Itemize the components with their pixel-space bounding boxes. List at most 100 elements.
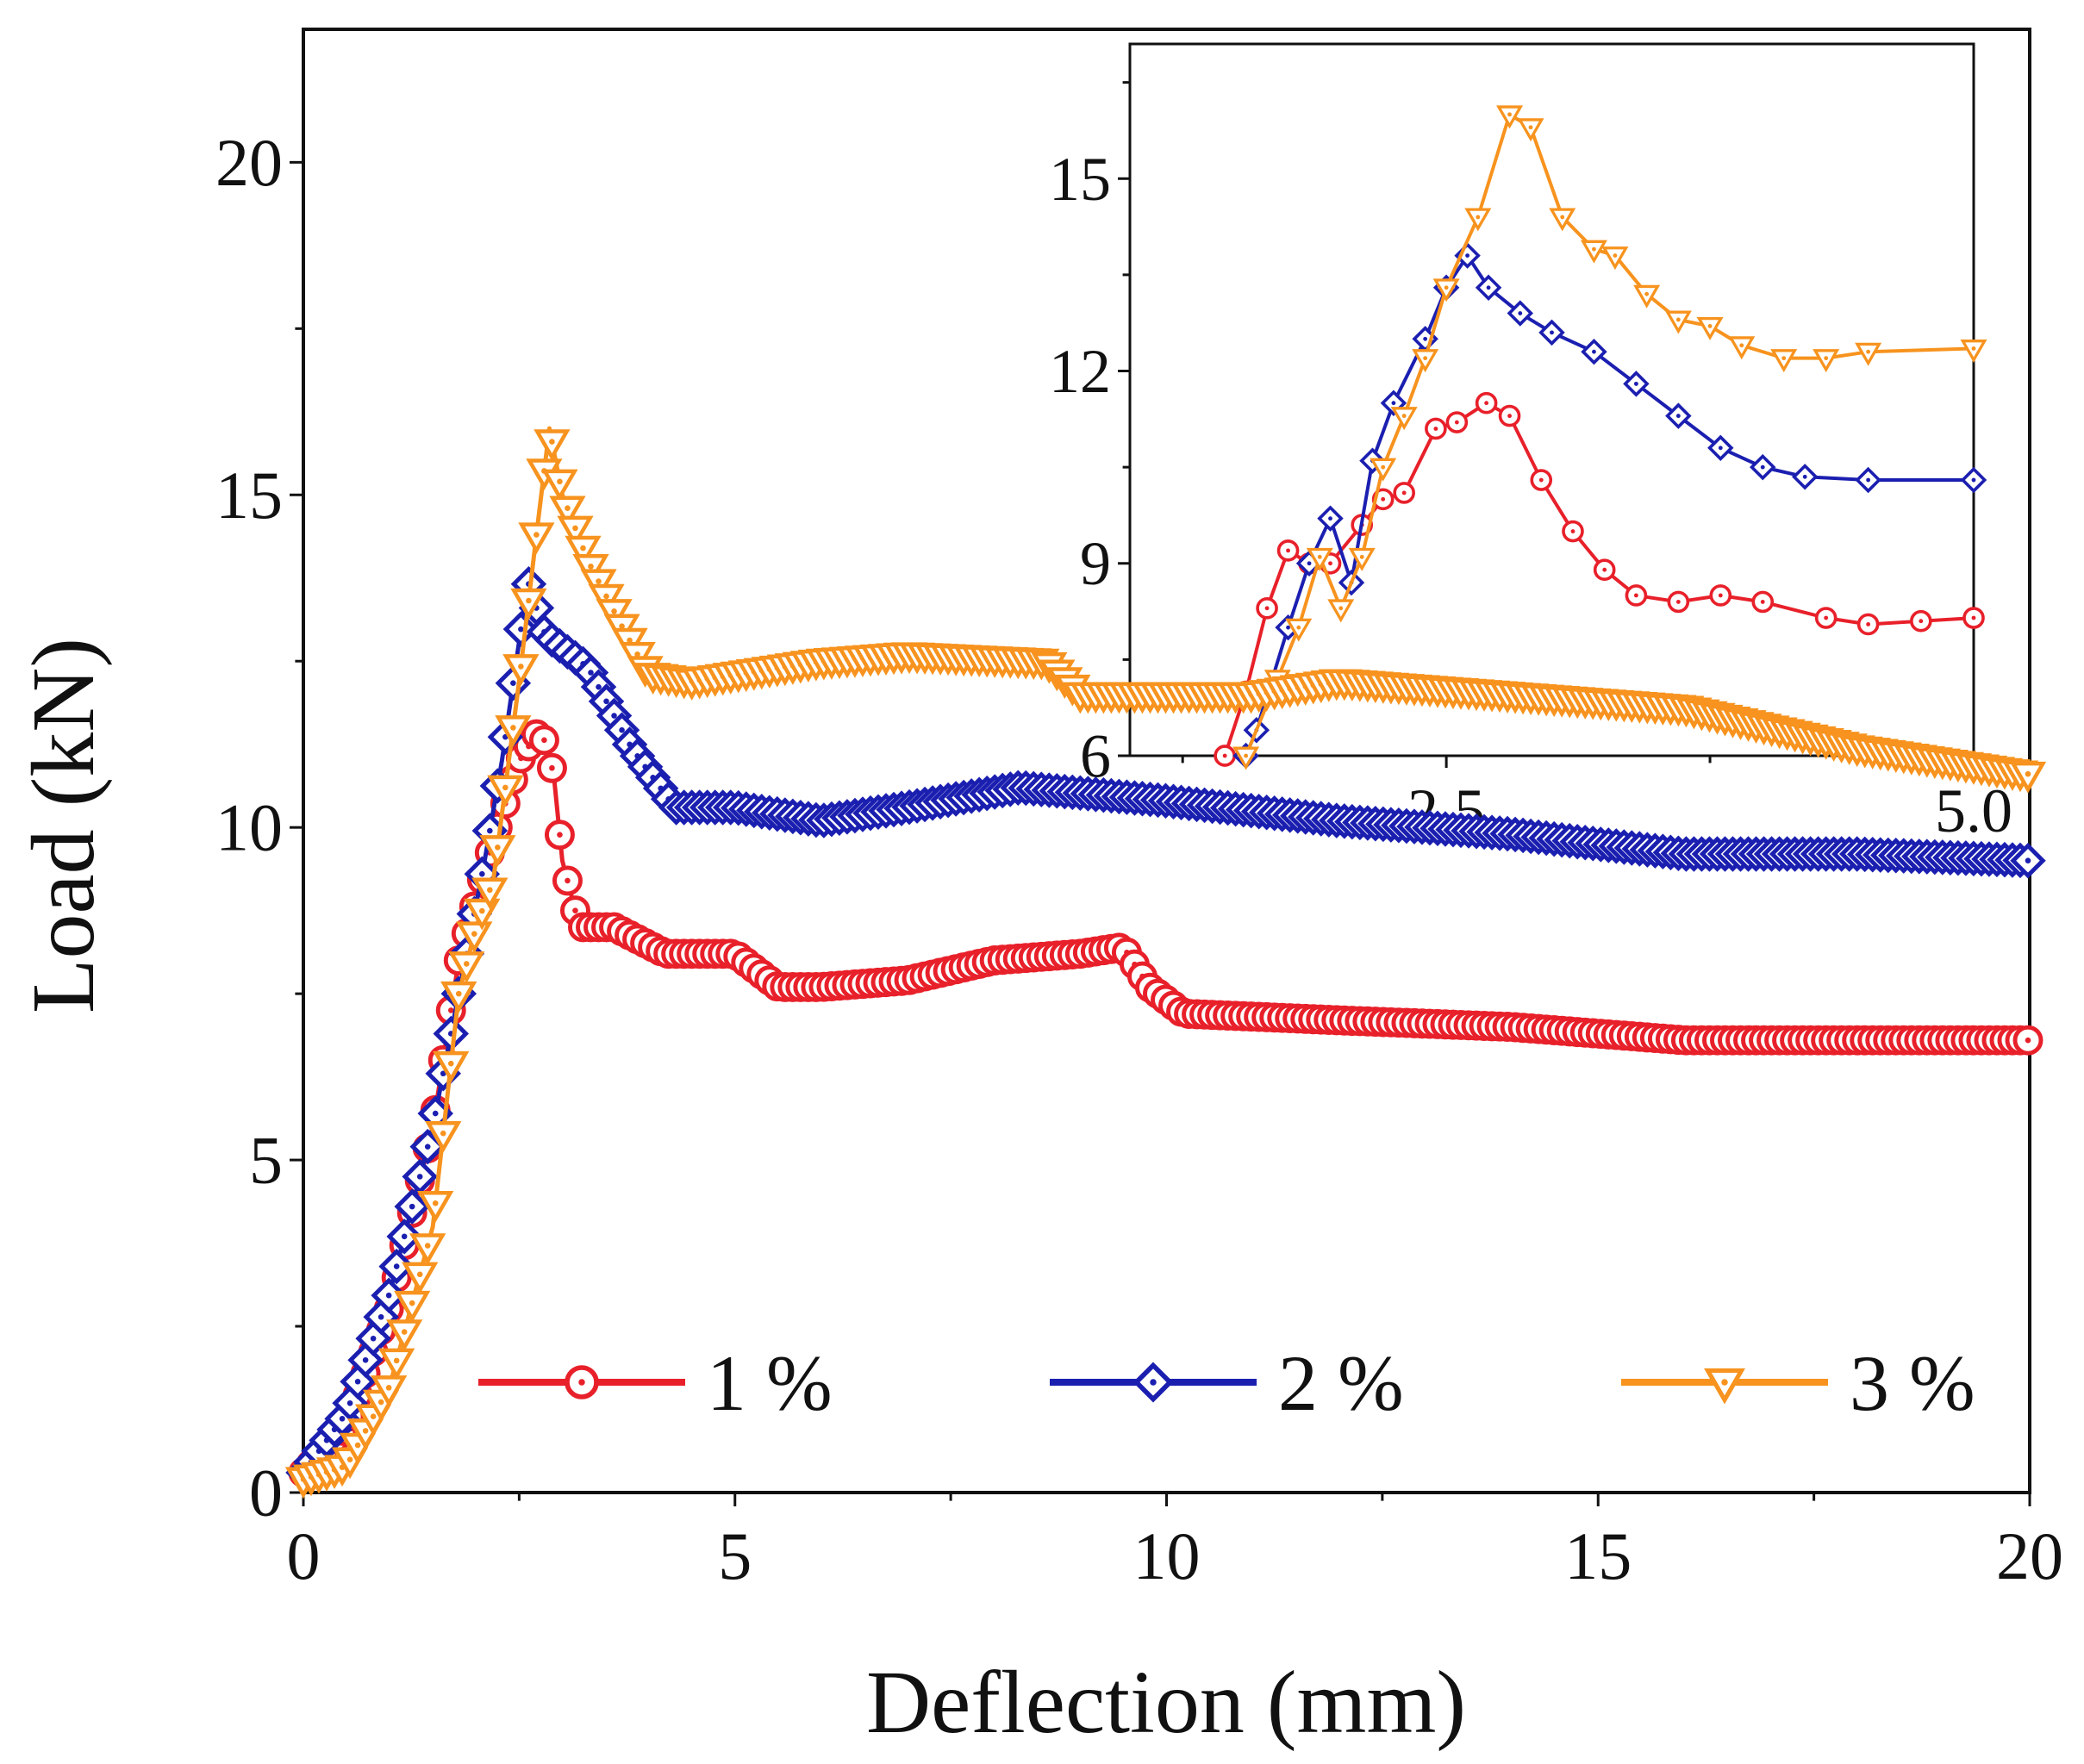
data-point	[1432, 278, 1460, 302]
data-point	[394, 1188, 430, 1225]
legend-item: 2 %	[1050, 1339, 1404, 1427]
data-point	[1412, 349, 1439, 373]
legend-marker	[565, 1365, 599, 1399]
data-point	[1475, 274, 1502, 301]
legend-label: 2 %	[1278, 1339, 1404, 1427]
y-tick-label: 12	[1049, 337, 1111, 406]
data-point	[471, 877, 509, 910]
data-point	[1856, 613, 1880, 636]
x-tick-label: 10	[1133, 1518, 1201, 1593]
data-point	[1306, 547, 1333, 571]
data-point	[1751, 590, 1775, 614]
data-point	[2009, 761, 2047, 794]
data-point	[425, 1120, 462, 1153]
y-tick-label: 10	[215, 790, 283, 865]
series-3pct	[1232, 105, 1987, 770]
data-point	[1498, 404, 1521, 427]
data-point	[1496, 105, 1524, 129]
y-tick-label: 15	[215, 458, 283, 533]
data-point	[1580, 240, 1607, 264]
data-point	[518, 522, 555, 555]
data-point	[409, 1233, 446, 1266]
data-point	[1962, 607, 1985, 629]
series-1pct	[288, 719, 2043, 1488]
legend-marker	[1132, 1362, 1174, 1403]
data-point	[1750, 453, 1776, 481]
data-point	[1581, 338, 1607, 365]
data-point	[588, 583, 625, 616]
main-axes: 0 5 10 15 20 0 5 10 15 20	[215, 125, 2063, 1593]
main-series	[284, 426, 2047, 1499]
data-point	[1593, 558, 1616, 582]
data-point	[1665, 402, 1692, 429]
data-point	[1960, 466, 1987, 494]
data-point	[1285, 618, 1313, 642]
y-tick-label: 0	[249, 1455, 283, 1530]
data-point	[1814, 607, 1838, 629]
inset-plot-frame	[1128, 42, 1975, 757]
data-point	[596, 599, 633, 631]
data-point	[1214, 745, 1236, 767]
data-point	[1855, 342, 1882, 366]
data-point	[448, 951, 485, 983]
data-point	[1696, 316, 1724, 340]
data-point	[536, 752, 567, 783]
data-point	[1625, 584, 1648, 607]
data-point	[1507, 300, 1534, 327]
data-point	[1317, 505, 1344, 532]
data-point	[541, 469, 578, 502]
data-point	[1601, 246, 1629, 271]
data-point	[440, 981, 477, 1013]
data-point	[1370, 458, 1397, 482]
data-point	[433, 1015, 470, 1052]
legend-label: 3 %	[1850, 1339, 1975, 1427]
x-tick-label: 5	[718, 1518, 752, 1593]
data-point	[533, 429, 571, 462]
legend-marker	[1704, 1368, 1745, 1405]
series-line	[303, 426, 2031, 1481]
data-point	[1770, 349, 1798, 373]
legend: 1 % 2 % 3 %	[478, 1339, 1975, 1427]
series-line	[1244, 112, 1975, 757]
data-point	[487, 775, 524, 807]
data-point	[1667, 590, 1690, 614]
series-3pct	[284, 426, 2047, 1499]
data-point	[386, 1319, 423, 1352]
data-point	[510, 588, 547, 620]
data-point	[580, 569, 617, 602]
data-point	[1425, 417, 1447, 440]
data-point	[1791, 464, 1819, 490]
x-tick-label: 5.0	[1935, 776, 2012, 845]
x-axis-label: Deflection (mm)	[866, 1653, 1466, 1752]
data-point	[1813, 349, 1840, 373]
data-point	[1348, 547, 1376, 571]
legend-label: 1 %	[707, 1339, 833, 1427]
data-point	[1855, 466, 1881, 494]
data-point	[378, 1348, 415, 1381]
data-point	[417, 1191, 454, 1223]
data-point	[1538, 319, 1565, 346]
data-point	[1530, 469, 1553, 491]
y-axis-label: Load (kN)	[14, 638, 113, 1013]
data-point	[1276, 539, 1300, 562]
inset-series	[1214, 105, 1987, 770]
data-point	[1445, 411, 1469, 433]
y-tick-label: 15	[1049, 145, 1111, 214]
x-tick-label: 20	[1996, 1518, 2063, 1593]
data-point	[1232, 746, 1260, 770]
data-point	[1464, 208, 1492, 232]
data-point	[386, 1219, 422, 1255]
data-point	[1327, 599, 1355, 623]
data-point	[479, 835, 516, 867]
data-point	[1728, 336, 1756, 360]
legend-item: 3 %	[1621, 1339, 1975, 1427]
x-tick-label: 0	[287, 1518, 321, 1593]
data-point	[1707, 434, 1734, 462]
data-point	[495, 715, 532, 747]
data-point	[456, 921, 493, 954]
y-tick-label: 9	[1080, 529, 1111, 598]
data-point	[552, 865, 583, 896]
series-2pct	[285, 565, 2046, 1491]
data-point	[1549, 208, 1576, 232]
